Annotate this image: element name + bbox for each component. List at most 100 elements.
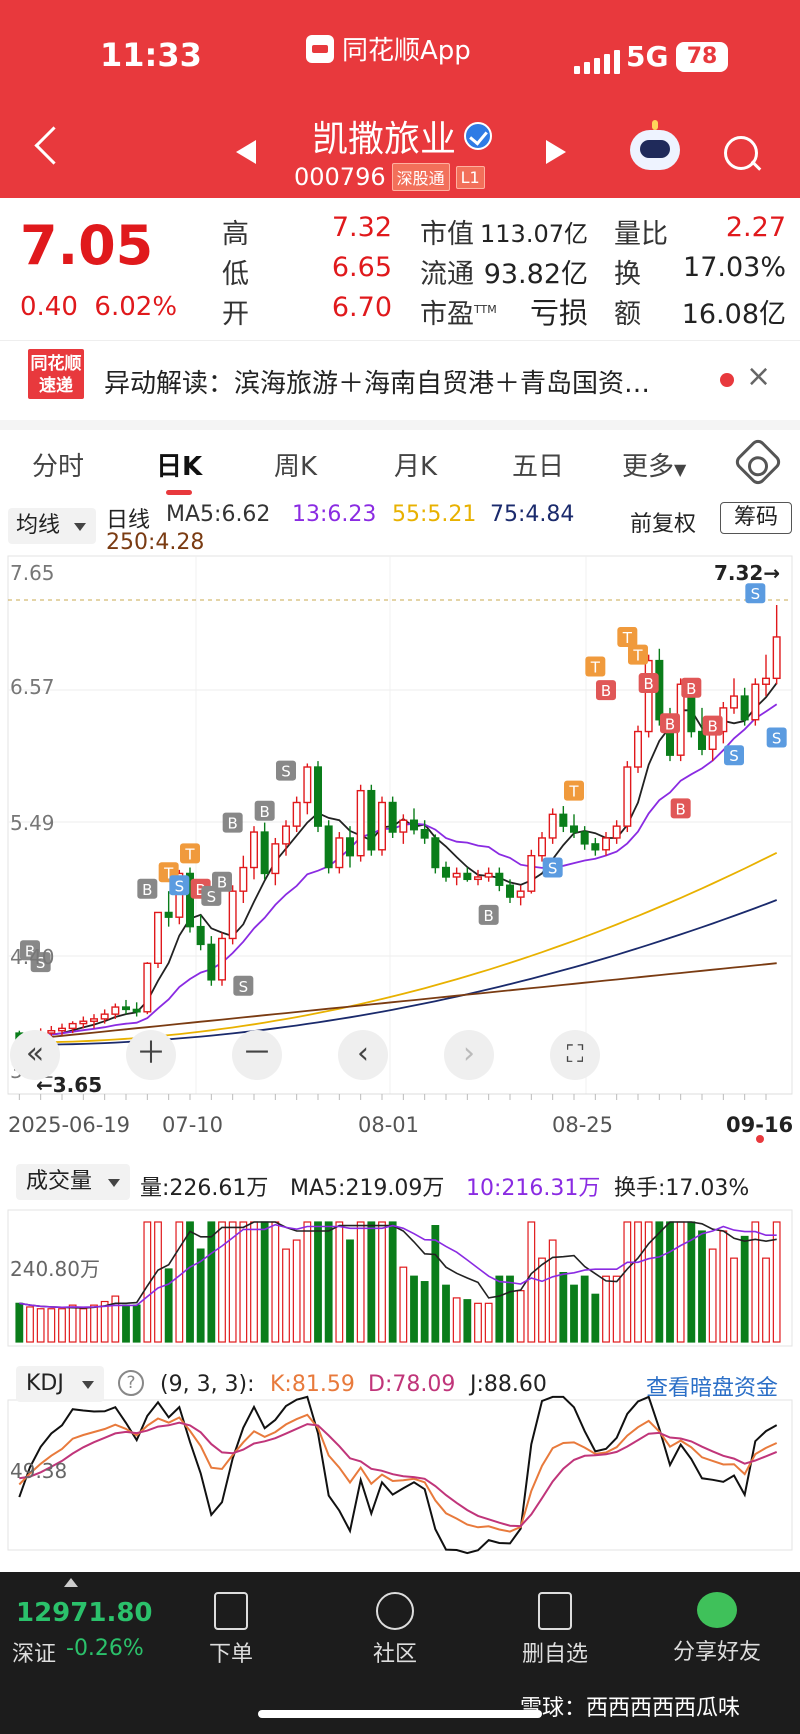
collapse-left-button[interactable]: « <box>10 1030 60 1080</box>
tab-intraday[interactable]: 分时 <box>32 452 85 482</box>
nav-order[interactable]: 下单 <box>186 1592 276 1668</box>
network-type: 5G <box>626 40 669 73</box>
battery-icon: 78 <box>676 42 728 72</box>
signal-marker: T <box>628 644 648 665</box>
news-banner[interactable]: 同花顺 速递 异动解读：滨海旅游＋海南自贸港＋青岛国资… × <box>0 340 800 420</box>
assistant-robot-icon[interactable] <box>630 120 680 170</box>
stock-name: 凯撒旅业 <box>312 119 457 160</box>
signal-marker: S <box>233 975 254 996</box>
close-icon[interactable]: × <box>746 359 772 394</box>
signal-letter: B <box>484 907 494 925</box>
fullscreen-icon[interactable]: ⛶ <box>550 1030 600 1080</box>
amount-value: 16.08亿 <box>681 299 786 330</box>
candle-body <box>601 837 611 851</box>
volume-ma10-line <box>19 1223 777 1309</box>
prev-stock-button[interactable] <box>236 140 256 164</box>
back-button[interactable] <box>30 120 70 180</box>
candle <box>57 1023 67 1036</box>
x-tick-label: 08-01 <box>358 1113 419 1137</box>
signal-badge <box>638 673 659 694</box>
news-text[interactable]: 异动解读：滨海旅游＋海南自贸港＋青岛国资… <box>104 369 651 399</box>
candle <box>292 796 301 833</box>
app-name: 同花顺App <box>342 36 471 66</box>
adjust-mode[interactable]: 前复权 <box>630 512 697 537</box>
scroll-right-button[interactable]: › <box>444 1030 494 1080</box>
amount-label: 额 <box>614 299 641 330</box>
chip-button[interactable]: 筹码 <box>720 502 792 534</box>
candle <box>260 822 269 880</box>
nav-share[interactable]: 分享好友 <box>672 1592 762 1666</box>
zoom-out-button[interactable]: － <box>232 1030 282 1080</box>
volume-bar <box>666 1221 674 1343</box>
tab-more-label: 更多 <box>622 452 675 482</box>
signal-letter: B <box>217 874 227 892</box>
nav-remove-watchlist[interactable]: 删自选 <box>510 1592 600 1668</box>
signal-badge <box>233 975 254 996</box>
zoom-in-button[interactable]: ＋ <box>126 1030 176 1080</box>
signal-marker: B <box>638 673 659 694</box>
next-stock-button[interactable] <box>546 140 566 164</box>
settings-icon[interactable] <box>732 436 784 488</box>
candle-body <box>164 911 173 918</box>
y-tick-label: 7.65 <box>10 561 55 585</box>
kdj-selector[interactable]: KDJ <box>16 1366 104 1402</box>
scroll-left-button[interactable]: ‹ <box>338 1030 388 1080</box>
candle-body <box>217 937 227 981</box>
low-value: 6.65 <box>331 252 392 283</box>
indicator-selector[interactable]: 均线 <box>8 508 96 544</box>
candle <box>751 678 760 726</box>
tab-more[interactable]: 更多▼ <box>622 446 686 483</box>
tab-daily-k[interactable]: 日K <box>156 452 203 482</box>
candle-body <box>463 872 472 881</box>
signal-badge <box>169 875 190 896</box>
candle <box>281 820 291 856</box>
candle <box>772 605 781 685</box>
signal-badge <box>276 760 296 781</box>
help-icon[interactable]: ? <box>118 1370 144 1396</box>
candle <box>313 761 323 833</box>
signal-badge <box>596 680 616 701</box>
signal-badge <box>180 843 200 864</box>
signal-badge <box>702 715 723 736</box>
volume-bar <box>495 1275 504 1343</box>
active-tab-underline <box>166 490 192 495</box>
candle-body <box>100 1013 109 1020</box>
index-value[interactable]: 12971.80 <box>16 1598 153 1628</box>
candle <box>729 678 739 714</box>
candle <box>601 832 611 856</box>
dark-pool-link[interactable]: 查看暗盘资金 <box>646 1376 779 1401</box>
candle <box>495 867 504 892</box>
volume-y-tick: 240.80万 <box>10 1257 100 1281</box>
volume-bar <box>410 1275 418 1343</box>
kdj-params: (9, 3, 3): <box>160 1372 255 1397</box>
nav-community[interactable]: 社区 <box>350 1592 440 1668</box>
candle-body <box>484 872 493 878</box>
candle <box>676 678 685 762</box>
kdj-d-line <box>19 1421 778 1528</box>
signal-badge <box>628 644 648 665</box>
y-tick-label: 4.40 <box>10 945 55 969</box>
tab-monthly-k[interactable]: 月K <box>394 452 438 482</box>
high-label: 高 <box>222 219 249 250</box>
volume-bar <box>303 1221 312 1343</box>
home-indicator[interactable] <box>258 1710 542 1718</box>
open-label: 开 <box>222 299 249 330</box>
search-icon[interactable] <box>722 134 762 174</box>
tab-weekly-k[interactable]: 周K <box>274 452 318 482</box>
volume-selector[interactable]: 成交量 <box>16 1164 130 1200</box>
volume-bar <box>15 1302 24 1343</box>
signal-letter: T <box>622 629 633 647</box>
candle-body <box>537 837 547 857</box>
ma13-value: 13:6.23 <box>292 502 377 527</box>
signal-letter: B <box>25 942 35 960</box>
expand-icon[interactable] <box>64 1578 78 1587</box>
signal-letter: S <box>281 763 291 781</box>
signal-badge <box>201 885 222 906</box>
candle-body <box>719 707 728 733</box>
candle <box>239 855 248 903</box>
tab-five-day[interactable]: 五日 <box>512 452 565 482</box>
candle-body <box>313 766 323 827</box>
candle <box>409 808 419 835</box>
candle <box>185 867 195 933</box>
pe-label-text: 市盈 <box>420 299 474 330</box>
